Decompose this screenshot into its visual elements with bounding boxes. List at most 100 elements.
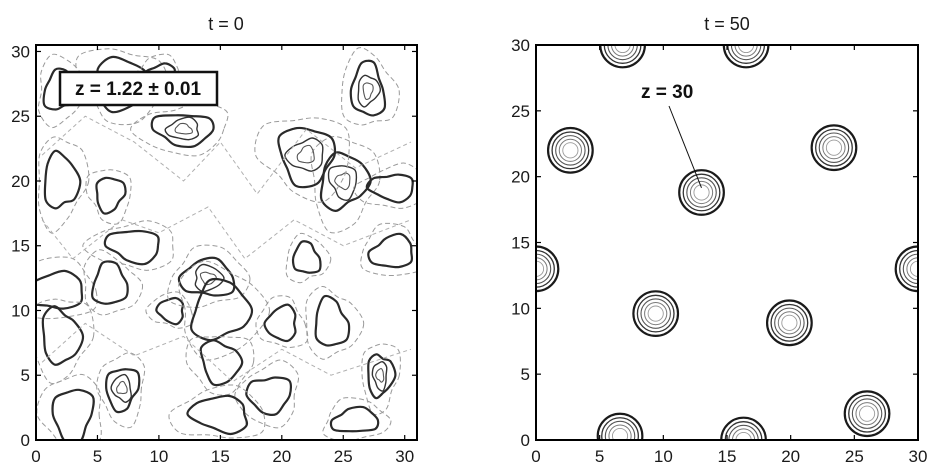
contour-inner	[284, 137, 324, 172]
contour-level	[41, 305, 85, 366]
contour-core	[199, 271, 217, 286]
contour-inner	[164, 116, 200, 141]
left-axes-ticks: 0 5 10 15 20 25 30 0 5 10 15 20 25 30	[11, 42, 417, 466]
peak-contour-ring	[815, 128, 853, 167]
peak-contour-ring	[781, 314, 798, 331]
contour-outer	[145, 291, 194, 329]
contour-outer	[85, 169, 132, 225]
contour-core	[116, 380, 128, 395]
peak-contour-ring	[678, 169, 725, 216]
x-tick-label: 30	[909, 447, 928, 466]
contour-outer	[305, 285, 365, 360]
y-tick-label: 25	[11, 107, 30, 126]
y-tick-label: 15	[11, 237, 30, 256]
contour-band	[41, 206, 412, 260]
peak-contour-ring	[818, 132, 850, 163]
left-panel: t = 0 0 5 10 15 20 25 30 0 5 10 15 20 25 30 z = 1.22 …	[11, 14, 418, 466]
y-tick-label: 15	[511, 234, 530, 253]
right-axes-ticks: 0 5 10 15 20 25 30 0 5 10 15 20 25 30	[511, 36, 927, 466]
peak-contour-ring	[644, 302, 668, 326]
contour-core	[362, 82, 374, 100]
peak-contour-ring	[647, 305, 664, 322]
peak-contour-ring	[551, 131, 590, 170]
right-plot-frame	[535, 44, 919, 441]
contour-level	[150, 114, 215, 149]
x-tick-label: 20	[272, 447, 291, 466]
peak-contours	[678, 169, 725, 216]
contour-level	[95, 176, 127, 215]
x-tick-label: 20	[781, 447, 800, 466]
peak-contours	[894, 245, 918, 293]
peak-contour-ring	[859, 405, 876, 422]
peak-contour-ring	[608, 424, 632, 440]
x-tick-label: 0	[31, 447, 40, 466]
peak-contour-ring	[632, 290, 680, 338]
contour-outer	[360, 222, 417, 277]
contour-level	[245, 376, 293, 416]
y-tick-label: 30	[11, 42, 30, 61]
peak-contour-ring	[682, 173, 721, 212]
peak-contour-ring	[640, 298, 671, 329]
right-annotation: z = 30	[641, 82, 702, 188]
peak-contour-ring	[730, 45, 762, 61]
peak-contours	[810, 124, 858, 172]
peak-contour-ring	[848, 394, 887, 433]
contour-outer	[96, 352, 146, 429]
contour-outer	[75, 48, 169, 126]
contour-core	[375, 367, 385, 383]
contour-inner	[371, 361, 388, 392]
contour-band	[41, 115, 412, 195]
left-annotation-text: z = 1.22 ± 0.01	[75, 79, 202, 100]
peak-contours	[843, 390, 891, 438]
peak-contour-ring	[555, 135, 586, 166]
y-tick-label: 20	[11, 172, 30, 191]
contour-level	[349, 59, 387, 117]
contour-level	[291, 240, 322, 274]
y-tick-label: 30	[511, 36, 530, 55]
right-contour-layer	[536, 45, 918, 440]
y-tick-label: 25	[511, 102, 530, 121]
right-annotation-leader	[668, 105, 702, 188]
peak-contour-ring	[822, 136, 846, 160]
x-tick-label: 15	[718, 447, 737, 466]
peak-contour-ring	[604, 420, 636, 440]
peak-contour-ring	[601, 417, 639, 440]
contour-level	[365, 173, 414, 204]
contour-level	[319, 151, 372, 212]
peak-contour-ring	[851, 398, 883, 429]
contour-outer	[353, 162, 417, 209]
right-panel: t = 50 0 5 10 15 20 25 30 0 5 10 15 20 25 30 z = 30	[511, 14, 927, 466]
contour-outer	[130, 102, 229, 157]
contour-level	[367, 232, 414, 269]
peak-contour-ring	[894, 245, 918, 293]
contour-level	[43, 149, 82, 210]
peak-contour-ring	[546, 126, 594, 174]
left-annotation-box: z = 1.22 ± 0.01	[58, 70, 219, 107]
peak-contour-ring	[689, 180, 714, 205]
contour-outer	[322, 397, 392, 440]
right-annotation-text: z = 30	[641, 82, 693, 103]
peak-contour-ring	[603, 45, 642, 64]
peak-contour-ring	[727, 45, 766, 64]
peak-contour-ring	[777, 311, 801, 335]
peak-contour-ring	[774, 307, 805, 339]
contour-inner	[327, 165, 358, 201]
contour-level	[186, 394, 249, 436]
y-tick-label: 10	[511, 299, 530, 318]
peak-contour-ring	[599, 45, 646, 69]
contour-outer	[83, 249, 144, 316]
contour-level	[314, 294, 351, 347]
contour-outer	[37, 53, 88, 129]
peak-contours	[765, 299, 813, 347]
contour-outer	[82, 220, 174, 271]
contour-level	[155, 296, 185, 326]
peak-contour-ring	[693, 184, 710, 201]
contour-level	[90, 260, 129, 305]
contour-level	[103, 229, 160, 266]
x-tick-label: 25	[845, 447, 864, 466]
x-tick-label: 10	[654, 447, 673, 466]
x-tick-label: 15	[211, 447, 230, 466]
right-panel-title: t = 50	[704, 14, 750, 34]
peak-contour-ring	[855, 402, 879, 426]
